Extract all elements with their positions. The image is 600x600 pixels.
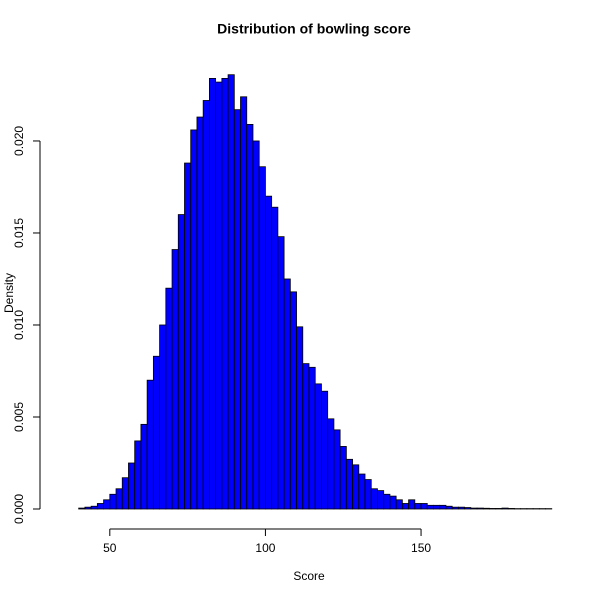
- bar: [352, 464, 360, 510]
- bar: [96, 503, 104, 510]
- bar: [457, 506, 466, 510]
- x-tick-label: 100: [255, 541, 275, 555]
- bar: [177, 214, 185, 510]
- bar: [246, 124, 254, 510]
- y-tick-label: 0.010: [12, 310, 26, 340]
- bar: [408, 499, 416, 510]
- bar: [426, 504, 434, 510]
- bar: [252, 140, 260, 510]
- bar: [240, 96, 248, 510]
- bar: [321, 390, 329, 510]
- bar: [90, 505, 98, 510]
- bar: [283, 278, 291, 510]
- bar: [271, 206, 279, 510]
- bar: [383, 493, 391, 510]
- bar: [414, 503, 422, 510]
- bar: [482, 507, 490, 510]
- y-axis-label: Density: [2, 273, 16, 313]
- bar: [78, 507, 86, 510]
- bar: [395, 499, 403, 510]
- y-tick-label: 0.005: [12, 402, 26, 432]
- bar: [476, 507, 484, 510]
- bar: [495, 508, 503, 510]
- bar: [451, 506, 459, 510]
- bar: [146, 379, 154, 510]
- x-axis-label: Score: [293, 569, 325, 583]
- bar: [227, 74, 235, 510]
- bar: [128, 462, 136, 510]
- bar: [370, 488, 378, 510]
- bar: [333, 429, 341, 510]
- bar: [358, 473, 366, 510]
- bar: [296, 326, 304, 510]
- bar: [389, 495, 397, 510]
- bar: [109, 493, 117, 510]
- bar: [302, 363, 310, 510]
- bar: [134, 440, 142, 510]
- bar: [140, 423, 148, 510]
- bar: [171, 249, 179, 510]
- bar: [314, 383, 322, 510]
- bar: [470, 507, 478, 510]
- bar: [507, 508, 515, 510]
- bar: [202, 100, 210, 510]
- bar: [215, 81, 223, 510]
- bar: [115, 488, 123, 510]
- bar: [233, 109, 241, 510]
- bar: [501, 507, 509, 510]
- bar: [84, 506, 92, 510]
- bar: [221, 78, 229, 510]
- bar: [121, 477, 129, 510]
- bar: [439, 504, 447, 510]
- x-tick-label: 50: [103, 541, 117, 555]
- chart-title: Distribution of bowling score: [217, 21, 411, 37]
- bar: [345, 458, 353, 510]
- bar: [184, 162, 192, 510]
- bar: [190, 129, 198, 510]
- bar: [289, 291, 297, 510]
- bar: [277, 236, 285, 510]
- y-tick-label: 0.015: [12, 218, 26, 248]
- bar: [265, 195, 273, 510]
- bar: [152, 355, 160, 510]
- bar: [165, 287, 173, 510]
- x-tick-label: 150: [411, 541, 431, 555]
- bar: [196, 116, 204, 510]
- bar: [489, 508, 497, 510]
- bar: [258, 166, 266, 510]
- bar: [327, 418, 335, 510]
- bar: [208, 78, 217, 510]
- bar: [433, 504, 441, 510]
- bar: [377, 490, 385, 510]
- bar: [308, 366, 316, 510]
- bar: [401, 503, 409, 510]
- bar: [159, 324, 167, 510]
- bar: [103, 499, 111, 510]
- y-tick-label: 0.000: [12, 494, 26, 524]
- y-tick-label: 0.020: [12, 126, 26, 156]
- bar: [445, 505, 453, 510]
- bar: [420, 503, 428, 510]
- bar: [364, 479, 372, 510]
- bar: [339, 446, 347, 510]
- bar: [464, 507, 472, 510]
